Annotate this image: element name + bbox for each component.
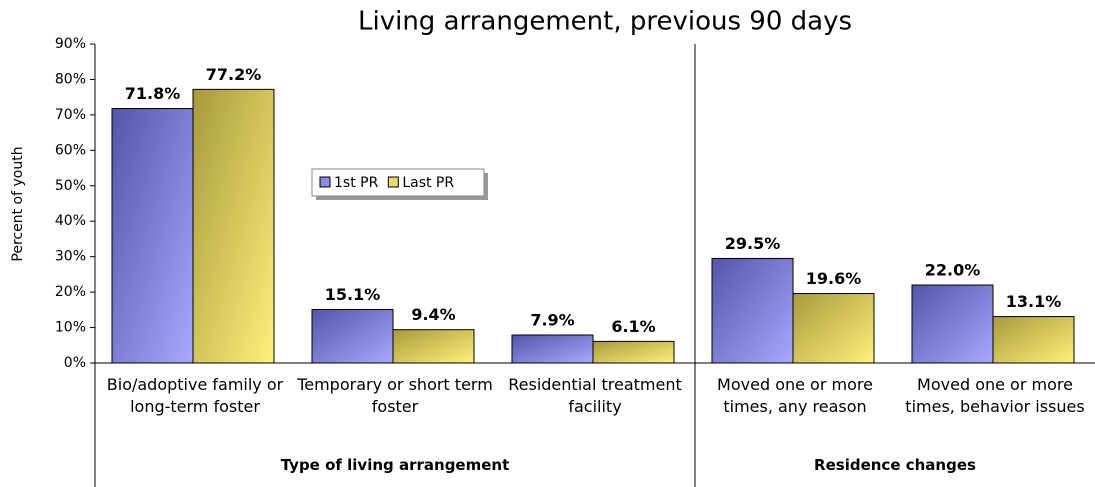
bar [392, 329, 475, 364]
y-tick-label: 80% [55, 71, 86, 87]
value-label: 15.1% [325, 285, 381, 304]
x-tick-label: Temporary or short term foster [297, 375, 493, 416]
chart-title: Living arrangement, previous 90 days [358, 7, 852, 37]
bar [992, 316, 1075, 364]
bar [792, 293, 875, 364]
value-label: 6.1% [611, 317, 655, 336]
y-tick-label: 50% [55, 178, 86, 194]
value-label: 77.2% [206, 65, 262, 84]
y-tick-label: 20% [55, 284, 86, 300]
y-tick-label: 70% [55, 107, 86, 123]
bar [592, 340, 675, 364]
bar [511, 334, 594, 364]
legend-swatch [387, 176, 399, 188]
y-tick-label: 10% [55, 320, 86, 336]
value-label: 13.1% [1006, 292, 1062, 311]
value-label: 29.5% [725, 234, 781, 253]
group-label: Type of living arrangement [280, 456, 510, 474]
y-tick-label: 40% [55, 213, 86, 229]
legend-label: Last PR [402, 175, 454, 191]
y-tick-label: 30% [55, 249, 86, 265]
value-label: 19.6% [806, 269, 862, 288]
value-label: 7.9% [530, 310, 574, 329]
group-label: Residence changes [814, 456, 976, 474]
value-label: 22.0% [925, 261, 981, 280]
x-tick-label: Moved one or more times, any reason [717, 375, 873, 416]
bar [711, 257, 794, 364]
y-tick-label: 0% [64, 355, 86, 371]
x-tick-label: Moved one or more times, behavior issues [905, 375, 1085, 416]
y-tick-label: 90% [55, 36, 86, 52]
bar [111, 108, 194, 364]
x-tick-label: Residential treatment facility [508, 375, 682, 416]
y-tick-label: 60% [55, 142, 86, 158]
bar [192, 88, 275, 364]
legend: 1st PR Last PR [311, 168, 488, 200]
y-axis-label: Percent of youth [10, 146, 26, 261]
x-tick-label: Bio/adoptive family or long-term foster [106, 375, 284, 416]
value-label: 9.4% [411, 305, 455, 324]
bar [911, 284, 994, 364]
bar [311, 308, 394, 364]
legend-label: 1st PR [334, 175, 379, 191]
value-label: 71.8% [125, 84, 181, 103]
legend-swatch [319, 176, 331, 188]
